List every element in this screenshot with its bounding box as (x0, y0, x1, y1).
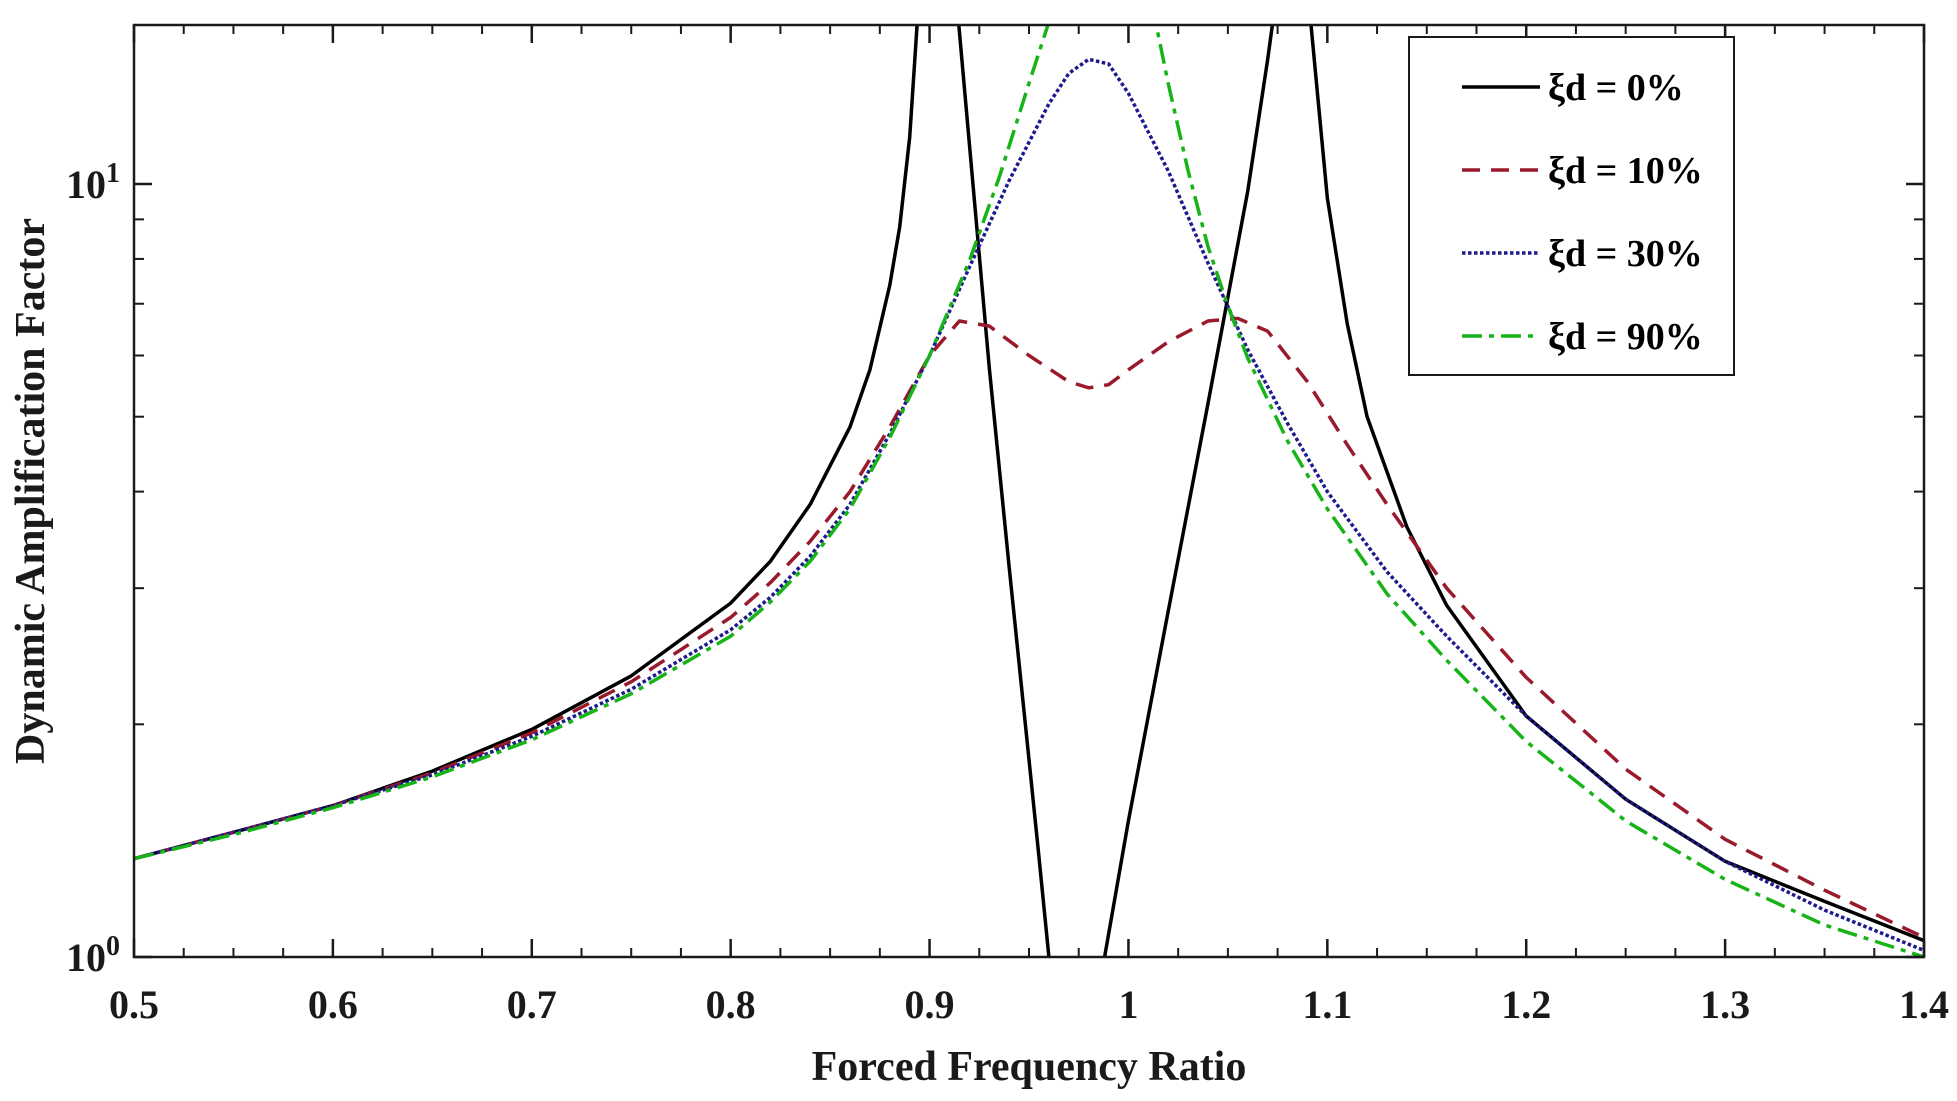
x-axis-label: Forced Frequency Ratio (812, 1044, 1247, 1090)
series-line-3 (1154, 25, 1924, 957)
x-tick-label: 1 (1118, 982, 1138, 1027)
y-tick-label-exponent: 1 (106, 158, 120, 189)
y-tick-label: 101 (66, 158, 120, 207)
x-tick-label: 1.4 (1899, 982, 1949, 1027)
legend-label-3: ξd = 90% (1548, 316, 1703, 358)
series-line-3 (134, 25, 1050, 861)
x-tick-label: 0.9 (905, 982, 955, 1027)
series-line-0 (1309, 25, 1924, 943)
series-line-0 (957, 25, 1051, 957)
legend-label-2: ξd = 30% (1548, 233, 1703, 275)
x-tick-label: 1.2 (1501, 982, 1551, 1027)
x-tick-label: 1.1 (1302, 982, 1352, 1027)
legend: ξd = 0% ξd = 10% ξd = 30% ξd = 90% (1408, 36, 1735, 376)
series-line-0 (1102, 25, 1275, 957)
x-tick-label: 0.7 (507, 982, 557, 1027)
legend-box (1408, 36, 1735, 376)
y-tick-label-exponent: 0 (106, 931, 120, 962)
x-tick-label: 0.8 (706, 982, 756, 1027)
legend-label-1: ξd = 10% (1548, 150, 1703, 192)
y-tick-label-base: 10 (66, 162, 106, 207)
y-axis-label: Dynamic Amplification Factor (8, 218, 54, 764)
plot-frame (132, 23, 1926, 959)
series-layer (134, 25, 1924, 957)
x-axis: 0.5 0.6 0.7 0.8 0.9 1 1.1 1.2 1.3 1.4 (109, 25, 1949, 1027)
x-tick-label: 0.5 (109, 982, 159, 1027)
y-tick-label-base: 10 (66, 935, 106, 980)
x-tick-label: 0.6 (308, 982, 358, 1027)
series-line-1 (134, 316, 1924, 939)
x-tick-label: 1.3 (1700, 982, 1750, 1027)
legend-label-0: ξd = 0% (1548, 67, 1684, 109)
y-tick-label: 100 (66, 931, 120, 980)
